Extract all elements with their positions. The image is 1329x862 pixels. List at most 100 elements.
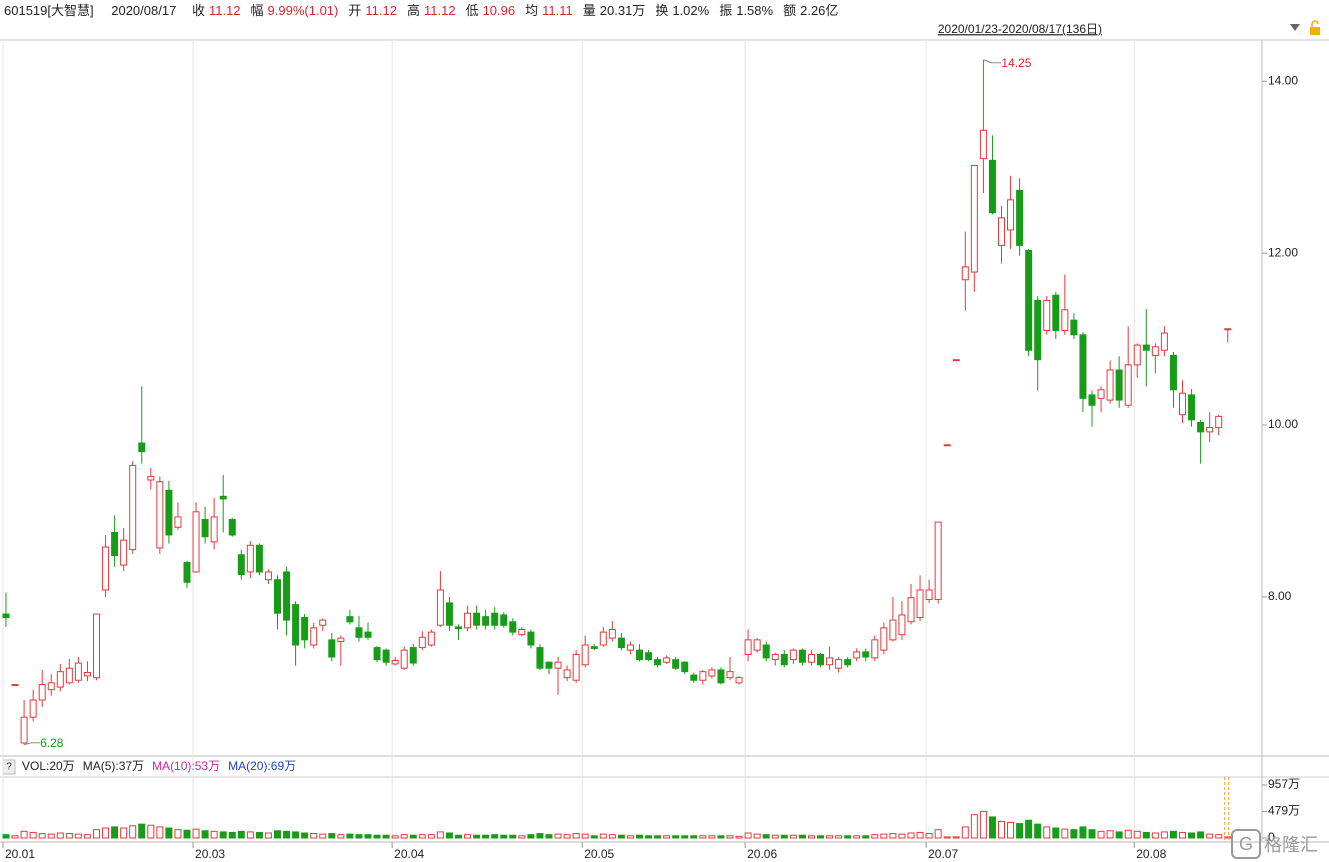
candle-body bbox=[1142, 344, 1150, 351]
field-name: 量 bbox=[582, 3, 596, 18]
candle-body bbox=[274, 579, 281, 614]
volume-bar bbox=[183, 829, 191, 839]
candle-body bbox=[988, 159, 996, 214]
watermark-logo-text: G bbox=[1239, 834, 1253, 854]
volume-bar bbox=[554, 833, 562, 839]
candle-body bbox=[174, 516, 182, 528]
candle-body bbox=[654, 659, 662, 666]
volume-bar bbox=[807, 835, 815, 839]
lock-icon bbox=[1311, 20, 1319, 27]
volume-bar bbox=[473, 834, 481, 839]
volume-bar bbox=[409, 834, 417, 839]
candle-body bbox=[482, 616, 490, 626]
y-tick-label: 10.00 bbox=[1268, 417, 1298, 431]
field-value: 10.96 bbox=[482, 3, 516, 18]
candle-body bbox=[165, 489, 173, 536]
volume-bar bbox=[427, 834, 435, 839]
volume-bar bbox=[970, 814, 978, 839]
candle-body bbox=[898, 614, 906, 636]
candle-body bbox=[264, 571, 272, 581]
volume-bar bbox=[1007, 821, 1015, 839]
candle-body bbox=[283, 571, 291, 621]
candle-body bbox=[292, 604, 300, 646]
lock-icon[interactable] bbox=[1310, 27, 1320, 35]
field-value: 11.12 bbox=[365, 3, 397, 18]
volume-bar bbox=[681, 835, 689, 839]
volume-bar bbox=[1070, 829, 1078, 839]
volume-bar bbox=[47, 833, 55, 839]
candle-body bbox=[1124, 364, 1132, 406]
candle-body bbox=[590, 646, 598, 649]
candle-body bbox=[255, 544, 263, 573]
volume-bar bbox=[753, 833, 761, 839]
volume-bar bbox=[319, 833, 327, 839]
volume-bar bbox=[264, 832, 272, 839]
volume-bar bbox=[626, 835, 634, 839]
candle-body bbox=[400, 649, 408, 669]
candle-body bbox=[970, 164, 978, 273]
candle-body bbox=[563, 669, 571, 679]
volume-bar bbox=[364, 834, 372, 839]
candle-body bbox=[319, 619, 327, 626]
volume-bar bbox=[708, 835, 716, 839]
volume-bar bbox=[1206, 833, 1214, 839]
candle-body bbox=[961, 266, 969, 281]
range-label[interactable]: 2020/01/23-2020/08/17(136日) bbox=[938, 22, 1102, 36]
candle-body bbox=[473, 612, 481, 626]
candle-body bbox=[1016, 189, 1024, 246]
candle-body bbox=[1133, 344, 1141, 366]
dropdown-icon[interactable] bbox=[1290, 24, 1300, 31]
candle-body bbox=[20, 716, 28, 744]
y-tick-label: 479万 bbox=[1268, 804, 1300, 818]
volume-bar bbox=[826, 835, 834, 839]
volume-bar bbox=[1224, 836, 1232, 839]
candle-body bbox=[998, 217, 1005, 246]
field-name: 振 bbox=[719, 3, 733, 18]
volume-bar bbox=[2, 834, 10, 839]
candle-body bbox=[328, 639, 336, 658]
candle-body bbox=[74, 662, 82, 681]
volume-bar bbox=[1215, 834, 1223, 839]
candle-body bbox=[427, 631, 435, 646]
volume-bar bbox=[880, 833, 888, 839]
volume-bar bbox=[1079, 826, 1087, 839]
volume-bar bbox=[138, 823, 146, 839]
candle-body bbox=[880, 627, 888, 651]
candle-body bbox=[310, 627, 318, 646]
field-name: 换 bbox=[655, 3, 669, 18]
field-value: 2.26亿 bbox=[800, 3, 839, 18]
candle-body bbox=[56, 671, 64, 688]
candle-body bbox=[907, 597, 915, 623]
candle-body bbox=[346, 616, 354, 623]
volume-bar bbox=[445, 832, 453, 839]
volume-bar bbox=[455, 834, 462, 839]
volume-bar bbox=[1124, 829, 1132, 839]
volume-bar bbox=[545, 834, 553, 839]
field-name: 均 bbox=[525, 3, 539, 18]
candle-body bbox=[228, 519, 236, 536]
x-tick-label: 20.03 bbox=[195, 847, 225, 861]
candle-body bbox=[762, 644, 770, 659]
volume-bar bbox=[581, 833, 589, 839]
candle-body bbox=[943, 444, 951, 447]
header: 601519[大智慧] 2020/08/17 收 11.12 幅 9.99%(1.01… bbox=[0, 0, 1329, 22]
candle-body bbox=[608, 629, 616, 639]
candle-body bbox=[301, 617, 309, 641]
volume-bar bbox=[1188, 832, 1196, 839]
volume-bar bbox=[690, 835, 698, 839]
volume-bar bbox=[645, 835, 653, 839]
volume-bar bbox=[979, 810, 987, 839]
candle-body bbox=[355, 627, 363, 638]
candle-body bbox=[455, 626, 462, 630]
candle-body bbox=[83, 672, 91, 677]
volume-bar bbox=[952, 836, 960, 839]
volume-bar bbox=[509, 834, 517, 839]
candle-body bbox=[1115, 369, 1123, 401]
volume-bar bbox=[527, 834, 535, 839]
volume-bar bbox=[382, 834, 390, 839]
volume-bar bbox=[762, 834, 770, 839]
y-tick-label: 8.00 bbox=[1268, 589, 1292, 603]
candle-body bbox=[183, 562, 191, 583]
candle-body bbox=[780, 653, 788, 666]
volume-bar bbox=[916, 831, 924, 839]
